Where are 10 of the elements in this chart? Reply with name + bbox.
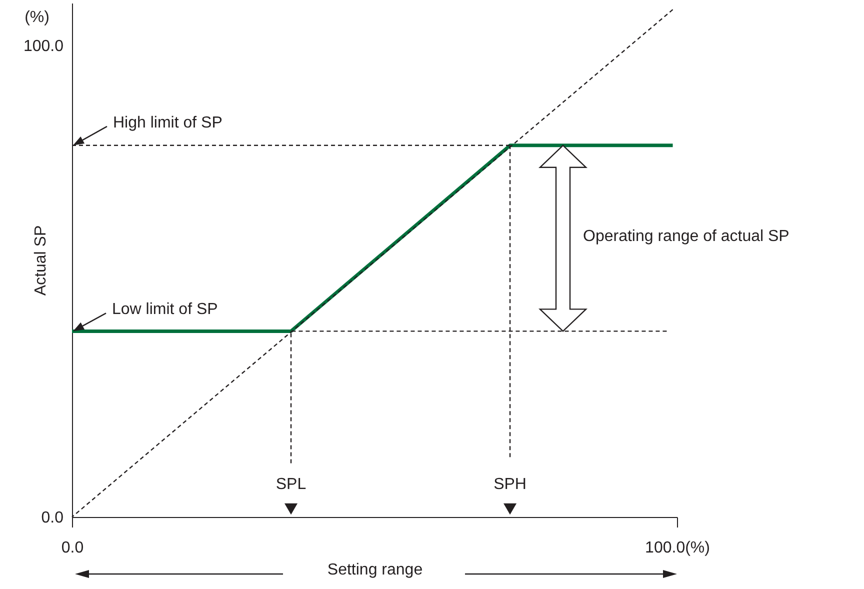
text: (%): [24, 9, 50, 26]
annotation: High limit of SP: [113, 114, 222, 132]
x-tick-label: 100.0(%): [645, 540, 710, 556]
annotation: SPH: [494, 476, 526, 493]
annotation: SPL: [276, 476, 306, 493]
x-axis-title: Setting range: [327, 562, 423, 578]
y-axis-title: Actual SP: [32, 225, 50, 296]
y-tick-label: 100.0: [23, 38, 64, 55]
annotation: Operating range of actual SP: [583, 228, 790, 245]
annotation: Low limit of SP: [112, 301, 218, 318]
